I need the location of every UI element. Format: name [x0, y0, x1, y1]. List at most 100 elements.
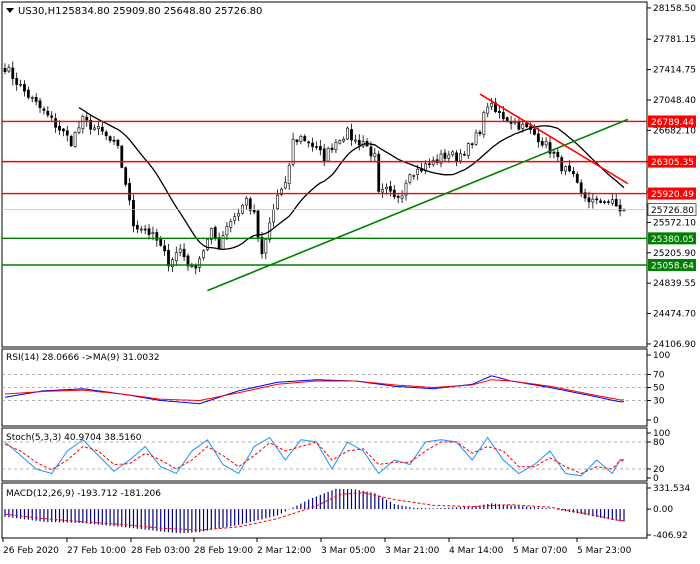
candle-body	[46, 110, 50, 116]
candle-body	[318, 146, 322, 151]
candle-body	[431, 159, 435, 165]
candle-body	[272, 209, 276, 223]
resistance-level-label: 26305.35	[651, 158, 694, 168]
moving-average-line	[78, 107, 625, 251]
indicator-axis-label: 70	[653, 371, 665, 381]
candle-body	[498, 111, 501, 113]
indicator-axis-label: 100	[653, 429, 670, 439]
time-axis-label: 27 Feb 10:00	[67, 546, 126, 556]
candle-body	[128, 183, 131, 201]
indicator-axis-label: 30	[653, 397, 665, 407]
candle-body	[603, 201, 606, 203]
candle-body	[151, 232, 155, 234]
candle-body	[560, 157, 564, 172]
resistance-level-label: 25920.49	[651, 190, 694, 200]
candle-body	[478, 131, 482, 134]
symbol-dropdown-icon[interactable]	[6, 8, 14, 13]
candle-body	[26, 89, 30, 98]
candle-body	[571, 171, 575, 175]
candle-body	[568, 165, 571, 172]
candle-body	[11, 67, 15, 80]
candle-body	[338, 140, 342, 144]
candle-body	[85, 116, 89, 121]
candle-body	[377, 153, 381, 192]
candle-body	[490, 103, 494, 107]
candle-body	[73, 132, 77, 148]
indicator-axis-label: 50	[653, 384, 665, 394]
candle-body	[276, 194, 279, 209]
candle-body	[385, 186, 388, 190]
candle-body	[459, 153, 462, 162]
candle-body	[357, 139, 361, 146]
candle-body	[287, 164, 291, 184]
candle-body	[206, 238, 209, 250]
resistance-level-tag	[648, 155, 696, 168]
support-level-tag	[648, 232, 696, 245]
candle-body	[167, 250, 170, 267]
candle-body	[283, 182, 287, 189]
candle-body	[486, 106, 490, 114]
price-axis-label: 24106.90	[653, 340, 696, 350]
candle-body	[108, 136, 112, 141]
candle-body	[132, 200, 135, 227]
candle-body	[139, 228, 143, 231]
price-axis-label: 27414.75	[653, 66, 696, 76]
candle-body	[163, 245, 167, 252]
candle-body	[455, 152, 458, 163]
candle-body	[536, 133, 540, 143]
candle-body	[330, 147, 334, 150]
candle-body	[3, 68, 7, 72]
candle-body	[451, 151, 455, 156]
candle-body	[389, 186, 392, 192]
candle-body	[587, 197, 591, 203]
candle-body	[439, 153, 443, 164]
candle-body	[564, 166, 568, 172]
candle-body	[614, 199, 618, 207]
price-axis-label: 28158.50	[653, 4, 696, 14]
price-axis-label: 25205.90	[653, 249, 696, 259]
candle-body	[237, 213, 240, 217]
candle-body	[30, 97, 34, 99]
candle-body	[517, 121, 521, 130]
candle-body	[595, 198, 599, 201]
candle-body	[295, 139, 299, 143]
candle-body	[299, 136, 303, 142]
candle-body	[381, 188, 385, 193]
candle-body	[307, 141, 311, 144]
candle-body	[396, 195, 400, 198]
indicator-axis-label: 20	[653, 465, 665, 475]
candle-body	[233, 216, 237, 221]
candle-body	[342, 139, 346, 142]
candle-body	[186, 255, 190, 267]
candle-body	[112, 139, 116, 142]
candle-body	[69, 136, 73, 147]
candle-body	[89, 119, 93, 130]
indicator-axis-label: 331.534	[653, 484, 690, 494]
ohlc-readout: 25834.80 25909.80 25648.80 25726.80	[62, 6, 262, 17]
candle-body	[591, 198, 595, 203]
candle-body	[174, 252, 178, 261]
candle-body	[303, 136, 307, 142]
support-level-label: 25058.64	[651, 262, 694, 272]
candle-body	[447, 154, 451, 159]
candle-body	[280, 188, 283, 195]
stoch-main-line	[4, 436, 624, 477]
candle-body	[470, 143, 474, 146]
candle-body	[575, 173, 579, 183]
candle-body	[198, 258, 202, 268]
candle-body	[171, 259, 174, 268]
support-level-label: 25380.05	[651, 235, 694, 245]
candle-body	[322, 148, 326, 163]
stoch-title: Stoch(5,3,3) 40.9704 38.5160	[6, 433, 142, 443]
candle-body	[100, 126, 104, 132]
candle-body	[81, 116, 85, 130]
candle-body	[552, 151, 556, 154]
macd-title: MACD(12,26,9) -193.712 -181.206	[6, 489, 161, 499]
candle-body	[599, 200, 603, 203]
candle-body	[618, 204, 622, 212]
candle-body	[178, 248, 182, 253]
stoch-signal-line	[4, 441, 624, 475]
candle-body	[474, 132, 478, 145]
indicator-axis-label: 100	[653, 351, 670, 361]
